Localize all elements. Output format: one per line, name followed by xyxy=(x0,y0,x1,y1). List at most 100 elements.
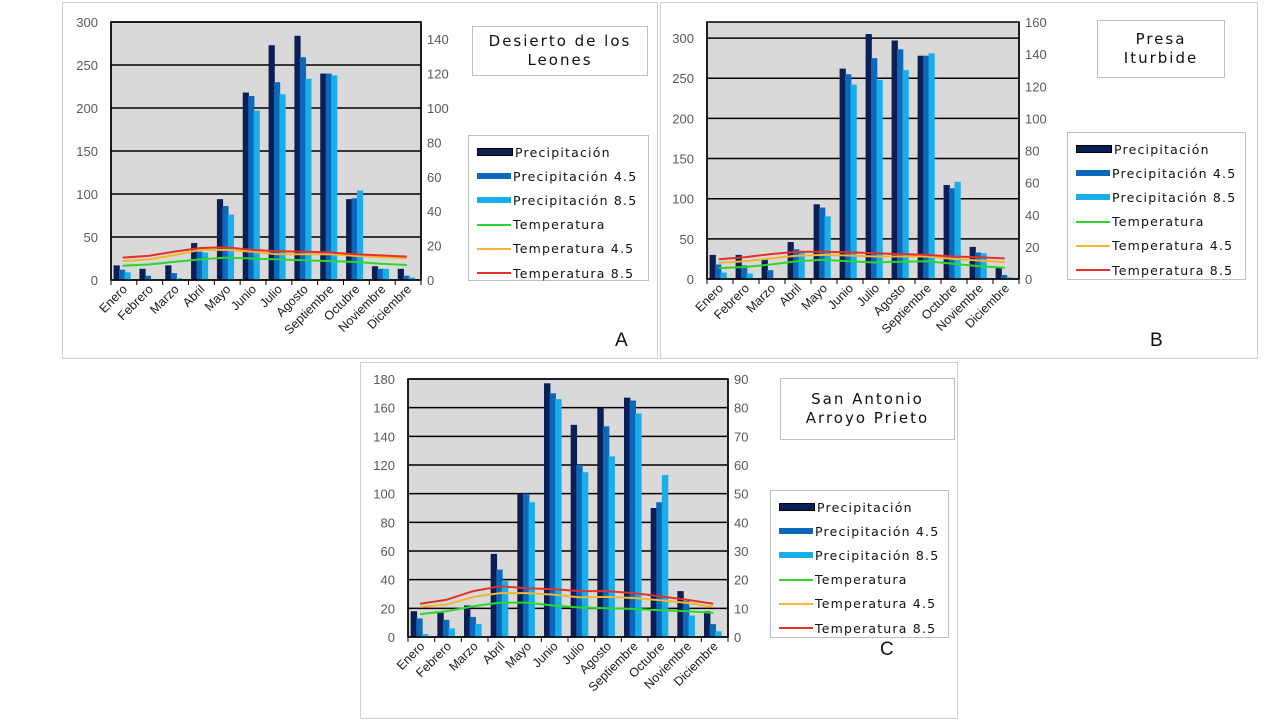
bar-precipitación-4.5 xyxy=(274,82,281,280)
bar-precipitación xyxy=(242,92,249,281)
legend-label: Temperatura 4.5 xyxy=(513,241,635,257)
bar-precipitación-8.5 xyxy=(902,70,909,279)
bar-precipitación-8.5 xyxy=(382,268,389,280)
legend-label: Temperatura 8.5 xyxy=(815,620,937,636)
bar-precipitación-8.5 xyxy=(1006,277,1013,279)
legend-swatch xyxy=(1076,244,1110,247)
legend-swatch xyxy=(477,197,511,204)
plot-area xyxy=(706,21,1020,280)
legend-item: Temperatura 8.5 xyxy=(477,261,648,285)
bar-precipitación xyxy=(216,199,224,280)
right-tick-label: 140 xyxy=(427,32,449,47)
bar-precipitación xyxy=(437,612,444,637)
bar-precipitación xyxy=(787,242,794,279)
legend-label: Temperatura xyxy=(1112,214,1205,230)
bar-precipitación xyxy=(570,424,578,637)
left-tick-label: 20 xyxy=(381,601,395,616)
left-tick-label: 100 xyxy=(373,487,395,502)
left-tick-label: 300 xyxy=(672,31,694,46)
bar-precipitación xyxy=(397,268,404,280)
legend-swatch xyxy=(1076,269,1110,272)
bar-precipitación-4.5 xyxy=(469,616,476,637)
bar-precipitación-4.5 xyxy=(576,465,583,637)
chart-b: 050100150200250300020406080100120140160E… xyxy=(672,15,1046,336)
chart-a: 050100150200250300020406080100120140Ener… xyxy=(76,15,448,337)
bar-precipitación xyxy=(943,185,950,279)
legend-swatch xyxy=(477,148,513,157)
bar-precipitación-8.5 xyxy=(746,273,753,279)
bar-precipitación xyxy=(464,605,471,637)
bar-precipitación-8.5 xyxy=(798,252,805,279)
left-tick-label: 150 xyxy=(76,144,98,159)
bar-precipitación-4.5 xyxy=(416,618,423,637)
bar-precipitación xyxy=(995,266,1002,279)
right-tick-label: 20 xyxy=(427,239,441,254)
bar-precipitación-8.5 xyxy=(475,624,482,637)
bar-precipitación-4.5 xyxy=(248,95,255,281)
bar-precipitación-4.5 xyxy=(1001,274,1008,279)
chart-c-legend: Precipitación Precipitación 4.5 Precipitac… xyxy=(770,490,949,638)
bar-precipitación-8.5 xyxy=(201,252,209,280)
legend-swatch xyxy=(1076,194,1110,201)
left-tick-label: 100 xyxy=(76,187,98,202)
legend-item: Temperatura xyxy=(477,213,648,237)
left-tick-label: 200 xyxy=(672,111,694,126)
bar-precipitación-8.5 xyxy=(528,502,535,637)
bar-precipitación-4.5 xyxy=(656,502,663,637)
legend-label: Precipitación xyxy=(817,499,913,515)
line-temperatura-4.5 xyxy=(122,248,407,263)
right-tick-label: 100 xyxy=(427,101,449,116)
bar-precipitación-4.5 xyxy=(897,49,904,280)
bar-precipitación-8.5 xyxy=(661,475,669,637)
legend-label: Precipitación 8.5 xyxy=(513,192,638,208)
line-temperatura xyxy=(419,601,714,616)
legend-swatch xyxy=(477,223,511,226)
legend-label: Temperatura 4.5 xyxy=(815,596,937,612)
bar-precipitación xyxy=(320,73,327,280)
right-tick-label: 30 xyxy=(734,544,748,559)
legend-swatch xyxy=(779,552,813,559)
right-tick-label: 80 xyxy=(1025,144,1039,159)
left-tick-label: 0 xyxy=(388,630,395,645)
bar-precipitación-8.5 xyxy=(124,272,131,280)
legend-label: Precipitación 4.5 xyxy=(815,523,940,539)
bar-precipitación xyxy=(544,383,551,637)
line-temperatura-4.5 xyxy=(419,592,714,608)
bar-precipitación xyxy=(704,611,711,637)
bar-precipitación-4.5 xyxy=(442,619,450,637)
right-tick-label: 50 xyxy=(734,487,748,502)
right-tick-label: 90 xyxy=(734,372,748,387)
left-tick-label: 0 xyxy=(91,273,98,288)
bar-precipitación-4.5 xyxy=(715,264,722,279)
right-tick-label: 60 xyxy=(1025,176,1039,191)
line-temperatura xyxy=(122,256,407,267)
bar-precipitación-8.5 xyxy=(501,581,509,637)
bar-precipitación-8.5 xyxy=(688,615,695,637)
bar-precipitación-4.5 xyxy=(549,393,556,637)
legend-swatch xyxy=(779,528,813,535)
line-temperatura xyxy=(718,258,1005,270)
right-tick-label: 140 xyxy=(1025,47,1047,62)
bar-precipitación xyxy=(624,397,631,637)
bar-precipitación xyxy=(113,265,120,280)
legend-label: Temperatura 8.5 xyxy=(1112,262,1234,278)
right-tick-label: 40 xyxy=(734,515,748,530)
chart-a-legend: Precipitación Precipitación 4.5 Precipitac… xyxy=(468,135,649,281)
bar-precipitación-8.5 xyxy=(305,78,312,280)
category-label: Mayo xyxy=(202,282,234,314)
bar-precipitación-8.5 xyxy=(176,278,183,280)
left-tick-label: 250 xyxy=(672,71,694,86)
bar-precipitación-4.5 xyxy=(819,207,826,279)
legend-item: Precipitación xyxy=(1076,137,1245,161)
bar-precipitación-8.5 xyxy=(608,456,615,637)
left-tick-label: 160 xyxy=(373,401,395,416)
category-label: Mayo xyxy=(503,639,535,671)
bar-precipitación-8.5 xyxy=(253,110,260,280)
legend-label: Precipitación 8.5 xyxy=(1112,189,1237,205)
bar-precipitación-4.5 xyxy=(629,400,636,637)
category-label: Marzo xyxy=(744,281,778,315)
left-tick-label: 60 xyxy=(381,544,395,559)
bar-precipitación-4.5 xyxy=(682,601,690,637)
bar-precipitación-4.5 xyxy=(196,251,203,280)
legend-swatch xyxy=(779,578,813,581)
